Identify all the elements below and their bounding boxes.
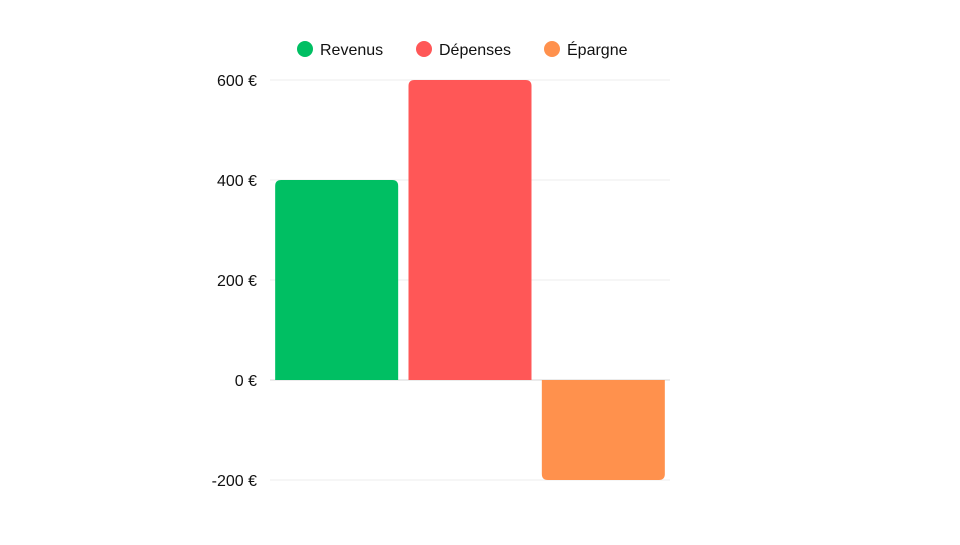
y-tick-label: 0 € <box>235 373 257 390</box>
legend-swatch <box>416 41 432 57</box>
legend-label: Dépenses <box>439 42 511 59</box>
legend-label: Épargne <box>567 40 628 59</box>
legend-item-depenses[interactable]: Dépenses <box>416 41 511 59</box>
legend-item-revenus[interactable]: Revenus <box>297 41 383 59</box>
bars <box>275 80 665 480</box>
y-tick-label: -200 € <box>212 473 257 490</box>
legend: Revenus Dépenses Épargne <box>297 40 628 59</box>
legend-swatch <box>544 41 560 57</box>
y-tick-label: 600 € <box>217 73 257 90</box>
bar-depenses[interactable] <box>408 80 532 380</box>
y-axis: 600 € 400 € 200 € 0 € -200 € <box>212 73 257 490</box>
legend-label: Revenus <box>320 42 383 59</box>
legend-item-epargne[interactable]: Épargne <box>544 40 628 59</box>
legend-swatch <box>297 41 313 57</box>
bar-revenus[interactable] <box>275 180 399 380</box>
y-tick-label: 400 € <box>217 173 257 190</box>
y-tick-label: 200 € <box>217 273 257 290</box>
bar-epargne[interactable] <box>541 380 665 480</box>
